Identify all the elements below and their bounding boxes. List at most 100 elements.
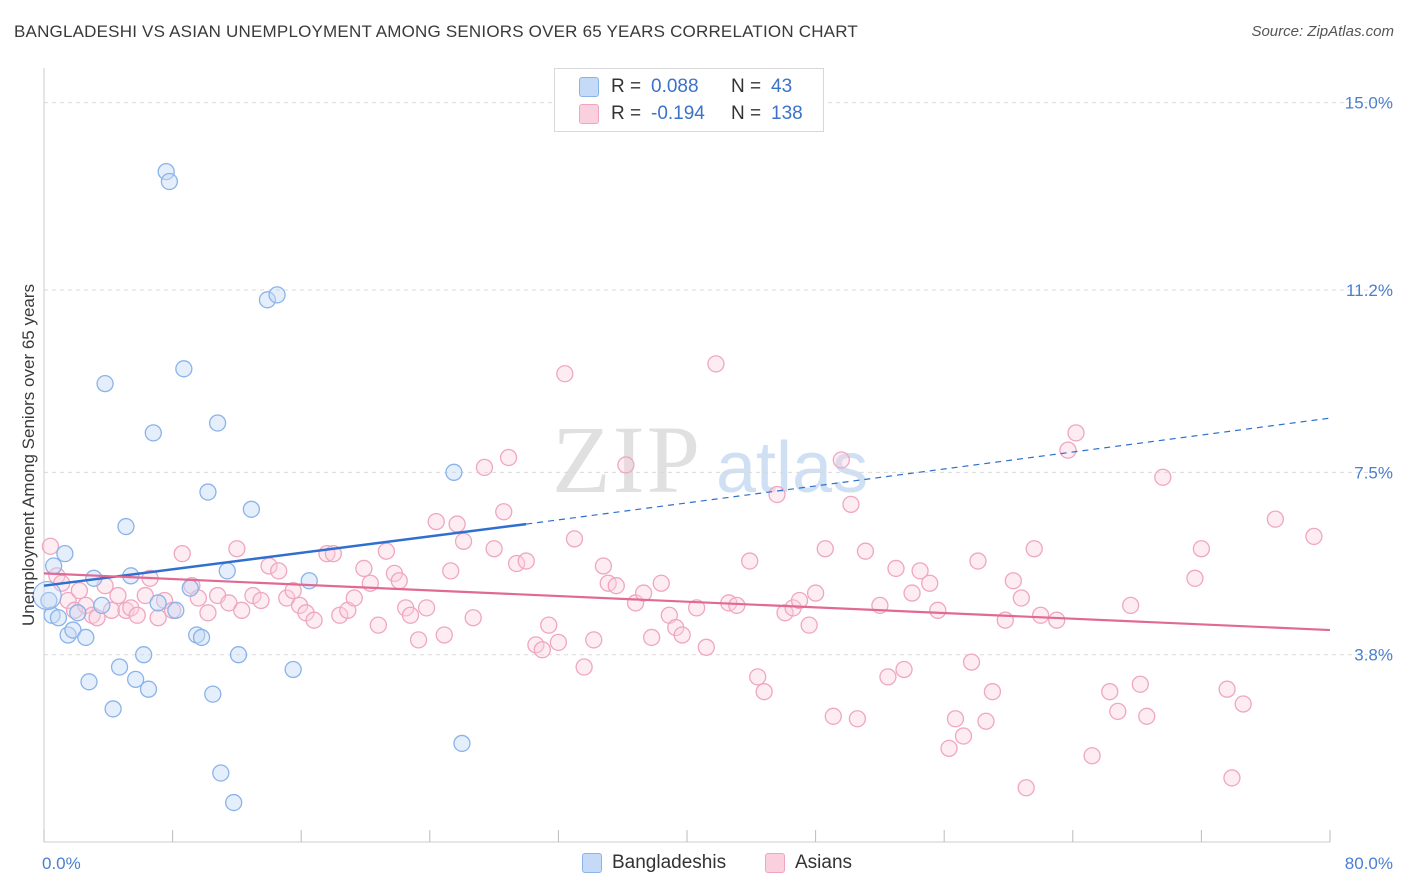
data-point <box>41 537 60 555</box>
data-point <box>157 163 175 181</box>
data-point <box>110 658 129 676</box>
data-point <box>1004 572 1022 590</box>
data-point <box>728 596 746 615</box>
data-point <box>117 601 135 619</box>
data-point <box>575 658 593 676</box>
data-point <box>1067 424 1085 442</box>
data-point <box>1059 441 1077 459</box>
data-point <box>427 512 445 531</box>
data-point <box>607 577 625 595</box>
data-point <box>80 673 98 691</box>
watermark-zip: ZIP <box>552 406 702 513</box>
data-point <box>634 584 653 602</box>
data-point <box>969 552 987 570</box>
data-point <box>96 374 114 393</box>
data-point <box>549 633 568 652</box>
legend-n-label: N = <box>731 76 762 97</box>
data-point <box>485 540 503 558</box>
y-axis-label: Unemployment Among Seniors over 65 years <box>19 284 38 626</box>
data-point <box>139 680 158 698</box>
data-point <box>499 448 518 467</box>
data-point <box>167 601 185 619</box>
data-point <box>1186 569 1204 587</box>
data-point <box>149 594 167 612</box>
data-point <box>44 557 63 575</box>
data-point <box>911 562 929 580</box>
data-point <box>181 579 199 597</box>
data-point <box>345 589 363 607</box>
data-point <box>128 606 146 624</box>
bottom-legend-label: Bangladeshis <box>612 852 727 873</box>
data-point <box>879 668 897 686</box>
data-point <box>453 734 471 753</box>
data-point <box>369 616 388 634</box>
data-point <box>824 707 842 725</box>
data-point <box>409 631 428 649</box>
data-point <box>77 628 95 647</box>
data-point <box>707 355 725 373</box>
data-point <box>1131 675 1149 693</box>
trend-line-asians <box>43 572 1331 632</box>
data-point <box>401 606 420 624</box>
data-point <box>556 365 574 383</box>
data-point <box>475 458 494 477</box>
data-point <box>199 604 217 622</box>
data-point <box>1218 680 1236 698</box>
data-point <box>755 683 773 701</box>
data-point <box>448 515 466 533</box>
data-point <box>832 451 850 469</box>
data-point <box>1223 769 1241 787</box>
data-point <box>1048 611 1066 629</box>
legend-row-asians: R = -0.194 N = 138 <box>579 101 803 127</box>
data-point <box>806 584 825 602</box>
x-tick-label-max: 80.0% <box>1345 854 1393 873</box>
data-point <box>160 172 179 191</box>
data-point <box>1025 540 1043 558</box>
legend: R = 0.088 N = 43 R = -0.194 N = 138 <box>554 68 824 132</box>
data-point <box>225 793 243 812</box>
data-point <box>390 572 408 590</box>
bottom-legend-bangladeshis: Bangladeshis <box>582 852 726 874</box>
data-point <box>1266 510 1284 528</box>
legend-r-value: 0.088 <box>651 76 699 97</box>
data-point <box>1017 779 1035 797</box>
data-point <box>903 584 921 602</box>
data-point <box>749 668 767 686</box>
data-point <box>109 586 127 605</box>
axes <box>43 68 1331 843</box>
data-point <box>895 660 913 679</box>
data-point <box>842 495 860 514</box>
data-point <box>204 685 222 703</box>
data-point <box>417 599 436 617</box>
data-point <box>212 764 230 782</box>
bottom-legend-swatch-bangladeshis <box>582 853 602 873</box>
data-point <box>533 641 551 659</box>
data-point <box>64 621 82 639</box>
data-point <box>1122 596 1140 615</box>
data-point <box>652 574 670 592</box>
data-point <box>741 552 759 570</box>
data-point <box>149 609 167 627</box>
data-point <box>49 609 68 627</box>
data-point <box>117 517 135 536</box>
data-point <box>126 670 145 688</box>
data-point <box>104 700 122 718</box>
data-point <box>70 581 89 600</box>
data-point <box>642 628 661 647</box>
data-point <box>1109 702 1127 721</box>
data-point <box>565 530 584 548</box>
legend-n-label: N = <box>731 103 762 124</box>
data-point <box>687 599 706 617</box>
legend-swatch-asians <box>579 104 599 124</box>
data-point <box>1083 747 1101 765</box>
data-point <box>495 503 513 521</box>
data-point <box>258 291 277 309</box>
data-point <box>59 626 77 644</box>
legend-r-label: R = <box>611 76 642 97</box>
data-point <box>887 559 905 578</box>
data-point <box>464 609 482 627</box>
data-point <box>962 653 981 671</box>
data-point <box>242 500 261 518</box>
data-point <box>192 628 211 647</box>
